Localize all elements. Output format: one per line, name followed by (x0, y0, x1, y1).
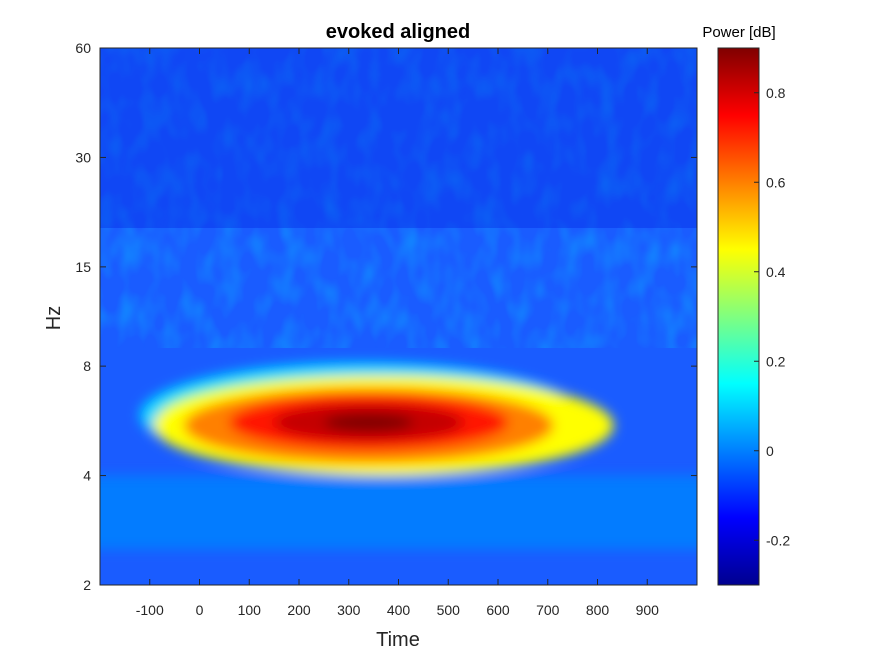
colorbar-tick-label: 0.6 (766, 174, 786, 190)
x-axis-label: Time (376, 629, 420, 651)
x-tick-label: 300 (337, 602, 361, 618)
y-tick-label: 60 (75, 40, 91, 56)
colorbar-tick-label: 0.4 (766, 264, 786, 280)
y-tick-label: 15 (75, 259, 91, 275)
x-tick-label: 700 (536, 602, 560, 618)
y-axis: 2 4 8 15 30 60 (75, 40, 697, 593)
y-tick-label: 8 (83, 358, 91, 374)
y-axis-label: Hz (43, 306, 65, 330)
x-tick-label: 0 (196, 602, 204, 618)
chart-title: evoked aligned (326, 21, 471, 43)
y-tick-label: 4 (83, 468, 91, 484)
low-band (100, 475, 697, 550)
heatmap-top-darkening (100, 48, 697, 228)
colorbar-tick-label: -0.2 (766, 532, 790, 548)
colorbar-tick-label: 0.8 (766, 85, 786, 101)
x-tick-label: 400 (387, 602, 411, 618)
x-axis: -100 0 100 200 300 400 500 600 700 800 900 (136, 48, 659, 618)
colorbar-tick-label: 0 (766, 443, 774, 459)
x-tick-label: 800 (586, 602, 610, 618)
x-tick-label: 900 (636, 602, 660, 618)
heatmap-features (100, 362, 697, 550)
x-tick-label: 500 (437, 602, 461, 618)
heatmap-plot (100, 48, 697, 585)
colorbar: -0.2 0 0.2 0.4 0.6 0.8 Power [dB] (702, 24, 790, 586)
colorbar-ticks: -0.2 0 0.2 0.4 0.6 0.8 (754, 85, 790, 548)
y-tick-label: 30 (75, 149, 91, 165)
evoked-peak-contour (323, 413, 414, 432)
x-tick-label: 200 (287, 602, 311, 618)
colorbar-tick-label: 0.2 (766, 353, 786, 369)
x-tick-label: 100 (238, 602, 262, 618)
x-tick-label: 600 (486, 602, 510, 618)
colorbar-label: Power [dB] (702, 24, 775, 41)
x-tick-label: -100 (136, 602, 164, 618)
y-tick-label: 2 (83, 577, 91, 593)
heatmap-texture (100, 48, 697, 348)
colorbar-gradient (717, 47, 760, 586)
